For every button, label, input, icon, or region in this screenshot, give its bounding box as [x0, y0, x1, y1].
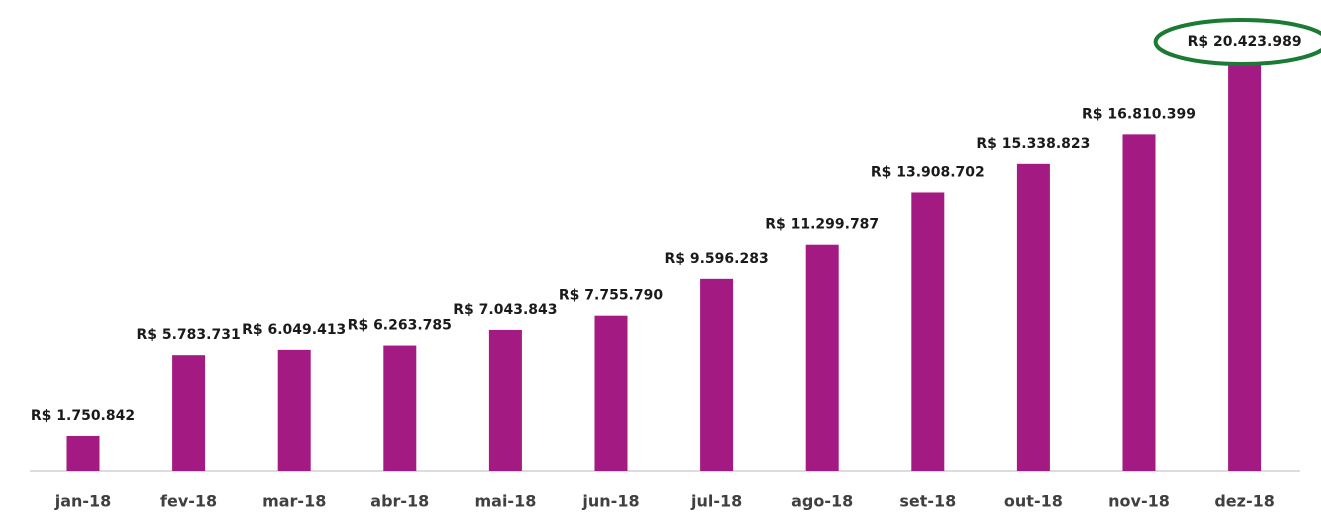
bar — [594, 315, 628, 471]
x-tick-label: dez-18 — [1214, 492, 1275, 511]
value-label: R$ 9.596.283 — [664, 251, 768, 267]
bar — [172, 355, 206, 471]
bar — [383, 345, 417, 471]
value-label: R$ 6.049.413 — [242, 322, 346, 338]
value-label: R$ 11.299.787 — [765, 217, 879, 233]
x-tick-label: jan-18 — [54, 492, 112, 511]
value-label: R$ 5.783.731 — [136, 327, 240, 343]
x-tick-label: nov-18 — [1108, 492, 1170, 511]
value-label: R$ 13.908.702 — [871, 164, 985, 180]
bar — [911, 192, 945, 472]
x-tick-label: mai-18 — [474, 492, 536, 511]
value-label: R$ 7.043.843 — [453, 302, 557, 318]
bar — [66, 435, 100, 471]
x-tick-label: set-18 — [899, 492, 956, 511]
bar — [700, 278, 734, 471]
x-tick-label: abr-18 — [370, 492, 429, 511]
bar — [1016, 163, 1050, 472]
x-tick-label: fev-18 — [160, 492, 217, 511]
x-tick-label: jun-18 — [581, 492, 639, 511]
bar — [1228, 62, 1262, 471]
x-tick-label: ago-18 — [791, 492, 853, 511]
bar — [805, 244, 839, 471]
x-tick-label: jul-18 — [690, 492, 742, 511]
value-label: R$ 20.423.989 — [1188, 34, 1302, 50]
x-tick-label: out-18 — [1004, 492, 1063, 511]
value-label: R$ 7.755.790 — [559, 288, 663, 304]
highlight-ellipse — [1153, 18, 1321, 66]
value-label: R$ 15.338.823 — [976, 136, 1090, 152]
x-tick-label: mar-18 — [262, 492, 326, 511]
value-label: R$ 6.263.785 — [348, 318, 452, 334]
bar — [488, 329, 522, 471]
value-label: R$ 1.750.842 — [31, 408, 135, 424]
value-label: R$ 16.810.399 — [1082, 106, 1196, 122]
bar — [277, 349, 311, 471]
bar — [1122, 134, 1156, 472]
